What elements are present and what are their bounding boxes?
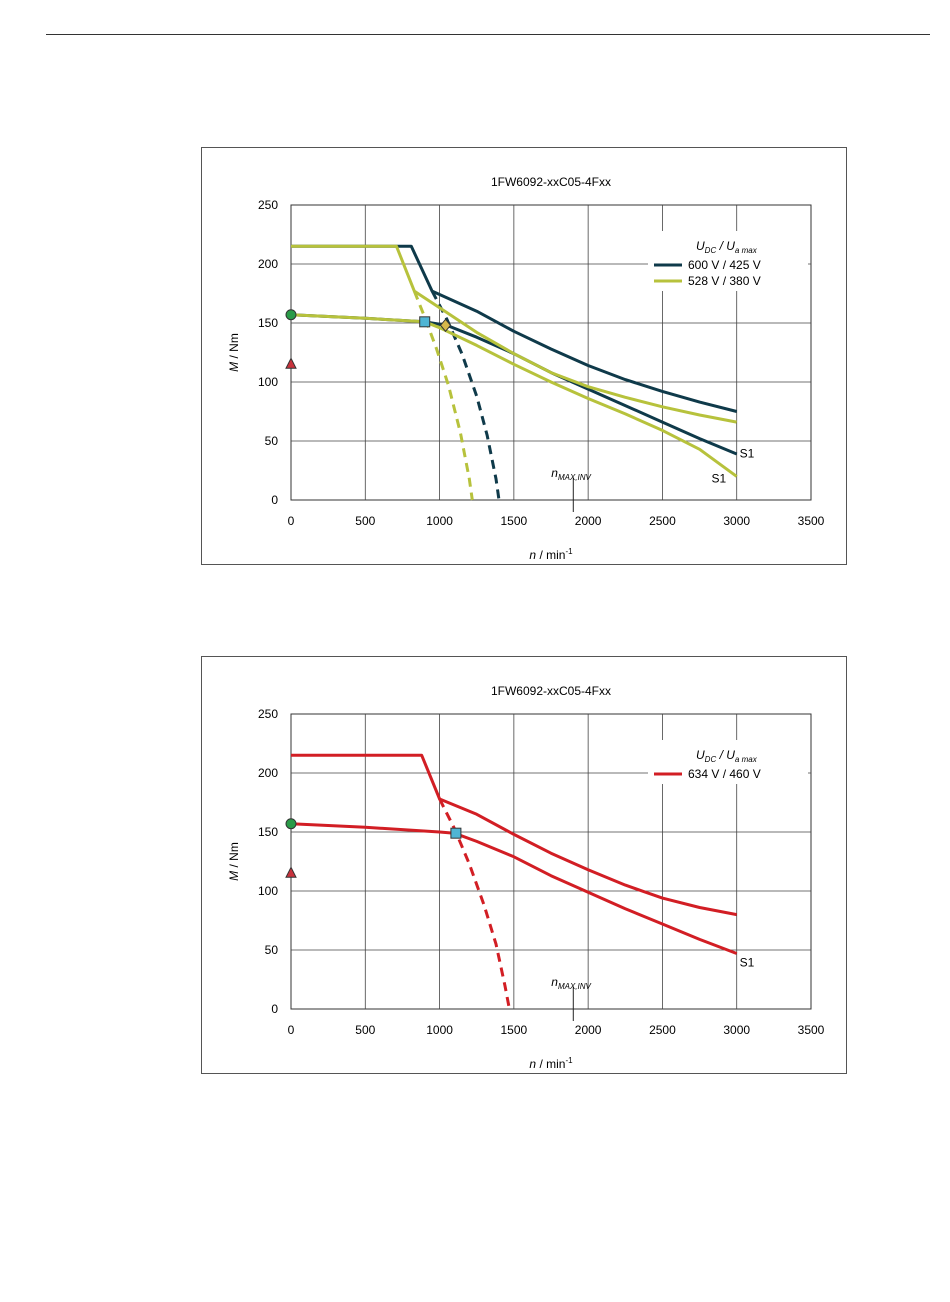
legend-box: [648, 740, 808, 784]
x-tick-label: 500: [355, 514, 375, 528]
circle-marker: [285, 309, 297, 321]
y-tick-label: 200: [258, 766, 278, 780]
y-tick-label: 200: [258, 257, 278, 271]
x-tick-label: 1000: [426, 1023, 453, 1037]
series-line-3: [291, 244, 737, 424]
x-tick-label: 2500: [649, 1023, 676, 1037]
page-top-rule: [46, 34, 930, 35]
y-axis-label: M / Nm: [227, 842, 241, 881]
y-tick-label: 250: [258, 707, 278, 721]
circle-marker: [285, 818, 297, 830]
s1-label: S1: [740, 447, 755, 461]
y-tick-label: 150: [258, 825, 278, 839]
series-line-1: [290, 822, 738, 955]
x-tick-label: 500: [355, 1023, 375, 1037]
x-tick-label: 1500: [501, 1023, 528, 1037]
square-marker: [419, 316, 431, 328]
x-tick-label: 0: [288, 514, 295, 528]
series-line-4: [290, 313, 738, 478]
nmax-inv-label: nMAX,INV: [551, 466, 591, 482]
diamond-marker: [439, 318, 452, 333]
chart-frame-1: 1FW6092-xxC05-4Fxx 0 500 1000 1500 2000 2500 30…: [201, 147, 847, 565]
chart-title: 1FW6092-xxC05-4Fxx: [491, 684, 611, 698]
x-tick-label: 2000: [575, 1023, 602, 1037]
x-tick-label: 2500: [649, 514, 676, 528]
y-axis-label: M / Nm: [227, 333, 241, 372]
legend-entry: 634 V / 460 V: [688, 767, 761, 781]
legend-entry: 528 V / 380 V: [688, 274, 761, 288]
y-tick-label: 150: [258, 316, 278, 330]
x-tick-label: 2000: [575, 514, 602, 528]
x-tick-label: 3500: [798, 514, 825, 528]
y-tick-label: 50: [265, 434, 279, 448]
series-line-0: [291, 244, 738, 413]
x-tick-label: 0: [288, 1023, 295, 1037]
chart-title: 1FW6092-xxC05-4Fxx: [491, 175, 611, 189]
y-tick-label: 0: [271, 1002, 278, 1016]
legend-title: UDC / Ua max: [696, 748, 758, 764]
y-tick-label: 100: [258, 375, 278, 389]
chart-frame-2: 1FW6092-xxC05-4Fxx 0 500 1000 1500 2000 2500 30…: [201, 656, 847, 1074]
series-line-5: [412, 290, 474, 501]
legend-entry: 600 V / 425 V: [688, 258, 761, 272]
y-tick-label: 0: [271, 493, 278, 507]
triangle-marker: [285, 357, 297, 369]
series-line-2: [430, 290, 501, 501]
series-line-0: [291, 753, 737, 917]
s1-label: S1: [711, 471, 726, 485]
s1-label: S1: [740, 956, 755, 970]
x-tick-label: 1500: [501, 514, 528, 528]
legend-title: UDC / Ua max: [696, 239, 758, 255]
x-tick-label: 1000: [426, 514, 453, 528]
y-tick-label: 50: [265, 943, 279, 957]
x-axis-label: n / min-1: [529, 547, 573, 562]
square-marker: [450, 827, 462, 839]
y-tick-label: 250: [258, 198, 278, 212]
x-tick-label: 3500: [798, 1023, 825, 1037]
nmax-inv-label: nMAX,INV: [551, 975, 591, 991]
x-tick-label: 3000: [723, 514, 750, 528]
x-tick-label: 3000: [723, 1023, 750, 1037]
triangle-marker: [285, 866, 297, 878]
x-axis-label: n / min-1: [529, 1056, 573, 1071]
y-tick-label: 100: [258, 884, 278, 898]
